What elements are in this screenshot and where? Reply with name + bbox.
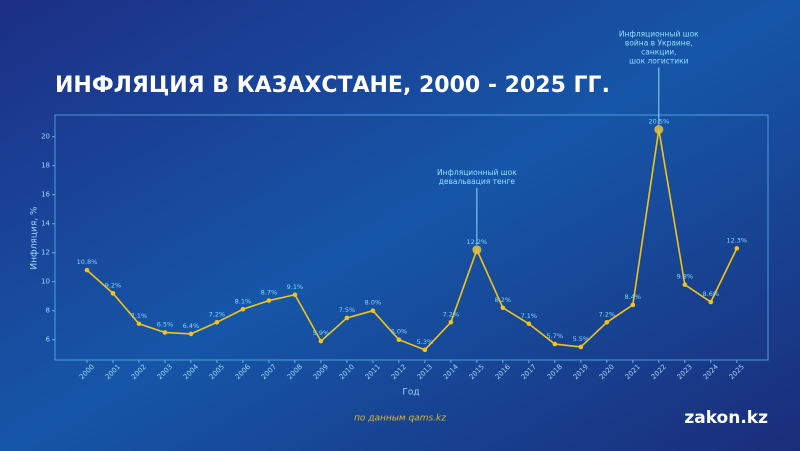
value-label: 8.6% — [703, 290, 720, 298]
value-label: 8.1% — [235, 297, 252, 305]
annotation: Инфляционный шок — [619, 29, 699, 38]
value-label: 5.5% — [573, 335, 590, 343]
value-label: 7.2% — [599, 310, 616, 318]
point — [318, 338, 324, 344]
y-tick-label: 18 — [41, 162, 50, 170]
line — [86, 129, 738, 351]
point — [110, 291, 116, 296]
point — [344, 315, 350, 321]
point — [266, 298, 272, 303]
point — [396, 337, 402, 343]
plot-frame — [54, 114, 769, 361]
value-label: 7.1% — [521, 312, 538, 320]
annotation: девальвация тенге — [439, 177, 516, 186]
point — [292, 292, 298, 298]
y-tick-label: 12 — [41, 249, 50, 257]
point — [188, 331, 194, 337]
y-tick-label: 20 — [41, 133, 50, 141]
value-label: 8.4% — [625, 293, 642, 301]
value-label: 8.2% — [495, 296, 512, 304]
point — [214, 320, 220, 325]
value-label: 9.8% — [677, 273, 694, 281]
value-label: 10.8% — [77, 258, 98, 266]
point — [448, 320, 454, 325]
point — [84, 267, 90, 273]
value-label: 9.2% — [105, 281, 122, 289]
annotation: Инфляционный шок — [437, 168, 517, 177]
point — [472, 245, 482, 255]
annotation: шок логистики — [629, 56, 688, 65]
value-label: 8.0% — [365, 299, 382, 307]
point — [734, 246, 740, 251]
annotation: санкции, — [641, 47, 676, 56]
logo: zakon.kz — [684, 408, 768, 428]
value-label: 8.7% — [261, 289, 278, 297]
value-label: 5.3% — [417, 338, 434, 346]
source: по данным qams.kz — [354, 414, 446, 424]
y-tick-label: 16 — [41, 191, 50, 199]
point — [682, 282, 688, 287]
point — [630, 302, 636, 308]
value-label: 7.5% — [339, 306, 356, 314]
point — [526, 321, 532, 327]
point — [578, 344, 584, 350]
value-label: 12.3% — [726, 236, 747, 244]
point — [240, 306, 246, 312]
value-label: 5.7% — [547, 332, 564, 340]
y-tick-label: 10 — [41, 278, 50, 286]
point — [136, 321, 142, 327]
value-label: 6.0% — [391, 328, 408, 336]
y-tick-label: 14 — [41, 220, 50, 228]
point — [500, 305, 506, 311]
value-label: 7.2% — [443, 310, 460, 318]
value-label: 6.4% — [183, 322, 200, 330]
point — [422, 347, 428, 353]
point — [370, 308, 376, 314]
y-tick-label: 6 — [46, 336, 51, 344]
point — [708, 299, 714, 305]
y-axis-label: Инфляция, % — [30, 206, 40, 270]
point — [654, 124, 664, 134]
value-label: 9.1% — [287, 283, 304, 291]
x-axis-label: Год — [402, 388, 419, 398]
value-label: 7.1% — [131, 312, 148, 320]
value-label: 5.9% — [313, 329, 330, 337]
chart-title: ИНФЛЯЦИЯ В КАЗАХСТАНЕ, 2000 - 2025 ГГ. — [55, 73, 610, 98]
annotation: война в Украине, — [625, 38, 693, 47]
point — [604, 320, 610, 325]
value-label: 7.2% — [209, 310, 226, 318]
point — [162, 330, 168, 335]
y-tick-label: 8 — [46, 307, 50, 315]
point — [552, 341, 558, 347]
value-label: 6.5% — [157, 320, 174, 328]
